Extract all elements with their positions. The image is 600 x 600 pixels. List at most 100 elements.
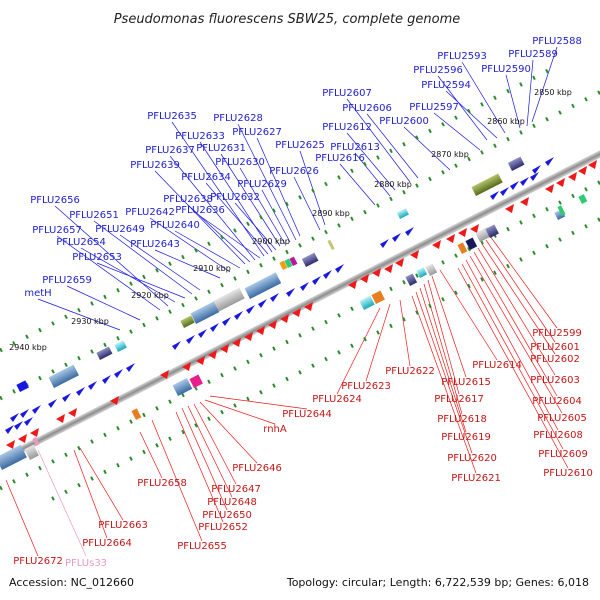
scale-tick xyxy=(259,353,263,358)
forward-gene-arrow xyxy=(198,329,207,338)
scale-tick xyxy=(233,366,237,371)
reverse-gene-arrow xyxy=(446,234,455,243)
leader-line xyxy=(209,395,308,410)
forward-gene-arrow xyxy=(530,172,539,181)
scale-tick xyxy=(233,403,237,408)
gene-block xyxy=(114,340,127,352)
scale-label: 2930 kbp xyxy=(71,317,109,326)
scale-tick xyxy=(129,419,133,424)
leader-line xyxy=(174,230,241,269)
scale-tick xyxy=(337,223,341,228)
scale-tick xyxy=(389,286,393,292)
scale-tick xyxy=(415,135,419,140)
forward-gene-arrow xyxy=(490,191,499,200)
scale-tick xyxy=(480,277,484,282)
leader-line xyxy=(526,59,534,127)
gene-label-pflu2601: PFLU2601 xyxy=(530,342,580,353)
map-title: Pseudomonas fluorescens SBW25, complete … xyxy=(114,12,461,27)
scale-tick xyxy=(493,143,497,148)
scale-label: 2890 kbp xyxy=(312,209,350,218)
leader-line xyxy=(149,217,231,273)
gene-label-pflu2640: PFLU2640 xyxy=(150,220,200,231)
gene-label-pflu2655: PFLU2655 xyxy=(177,541,227,552)
gene-label-pflu2647: PFLU2647 xyxy=(211,484,261,495)
reverse-gene-arrow xyxy=(68,408,77,417)
scale-tick xyxy=(285,249,289,255)
reverse-gene-arrow xyxy=(384,264,393,273)
accession-text: Accession: NC_012660 xyxy=(9,576,134,589)
scale-tick xyxy=(103,432,107,438)
gene-label-pflu2599: PFLU2599 xyxy=(532,328,582,339)
scale-tick xyxy=(441,122,445,127)
scale-tick xyxy=(402,189,406,195)
scale-tick xyxy=(90,301,94,306)
scale-tick xyxy=(441,297,445,302)
gene-block xyxy=(301,252,319,267)
scale-tick xyxy=(272,383,276,388)
label-leaders xyxy=(5,46,569,557)
scale-label: 2940 kbp xyxy=(9,343,47,352)
scale-tick xyxy=(25,472,29,477)
scale-tick xyxy=(376,155,380,160)
gene-label-pflu2606: PFLU2606 xyxy=(342,103,392,114)
gene-block xyxy=(405,273,418,286)
gene-label-pflu2638: PFLU2638 xyxy=(163,194,213,205)
gene-block xyxy=(425,263,438,276)
gene-label-pflu2619: PFLU2619 xyxy=(441,432,491,443)
forward-gene-arrow xyxy=(114,369,123,378)
scale-tick xyxy=(51,321,55,326)
scale-tick xyxy=(467,246,471,252)
leader-line xyxy=(336,307,381,395)
scale-tick xyxy=(12,479,16,484)
scale-tick xyxy=(207,289,211,295)
scale-tick xyxy=(194,423,198,428)
gene-label-pflu2625: PFLU2625 xyxy=(275,140,325,151)
scale-tick xyxy=(454,253,458,258)
scale-tick xyxy=(168,399,172,404)
leader-line xyxy=(66,285,141,321)
scale-tick xyxy=(90,439,94,444)
gene-label-pflu2612: PFLU2612 xyxy=(322,122,372,133)
scale-tick xyxy=(532,213,536,219)
scale-tick xyxy=(506,136,510,142)
gene-label-pflu2633: PFLU2633 xyxy=(175,131,225,142)
leader-line xyxy=(419,287,467,433)
scale-tick xyxy=(207,416,211,422)
genome-summary-text: Topology: circular; Length: 6,722,539 bp… xyxy=(286,576,589,589)
leader-line xyxy=(461,263,564,450)
leader-line xyxy=(465,259,559,431)
scale-label: 2870 kbp xyxy=(431,150,469,159)
leader-line xyxy=(399,299,411,367)
reverse-gene-arrow xyxy=(268,320,277,329)
scale-label: 2910 kbp xyxy=(193,264,231,273)
scale-tick xyxy=(324,356,328,362)
leader-line xyxy=(96,262,186,299)
reverse-gene-arrow xyxy=(208,350,217,359)
scale-tick xyxy=(545,116,549,122)
reverse-gene-arrow xyxy=(220,344,229,353)
forward-gene-arrow xyxy=(186,335,195,344)
forward-gene-arrow xyxy=(300,282,309,291)
scale-tick xyxy=(298,333,302,338)
scale-tick xyxy=(350,168,354,174)
reverse-gene-arrow xyxy=(160,370,169,379)
gene-block xyxy=(457,242,468,254)
scale-tick xyxy=(571,230,575,236)
leader-line xyxy=(461,61,506,134)
scale-tick xyxy=(272,256,276,261)
leader-line xyxy=(199,401,258,464)
gene-label-pflu2589: PFLU2589 xyxy=(508,49,558,60)
gene-label-pflu2637: PFLU2637 xyxy=(145,145,195,156)
scale-tick xyxy=(428,303,432,309)
scale-tick xyxy=(155,316,159,321)
gene-block xyxy=(24,444,39,460)
scale-tick xyxy=(402,316,406,322)
forward-gene-arrow xyxy=(88,381,97,390)
scale-tick xyxy=(415,273,419,278)
leader-line xyxy=(415,291,473,454)
scale-tick xyxy=(454,290,458,295)
gene-block xyxy=(190,301,220,324)
forward-gene-arrow xyxy=(48,399,57,408)
scale-tick xyxy=(324,319,328,325)
